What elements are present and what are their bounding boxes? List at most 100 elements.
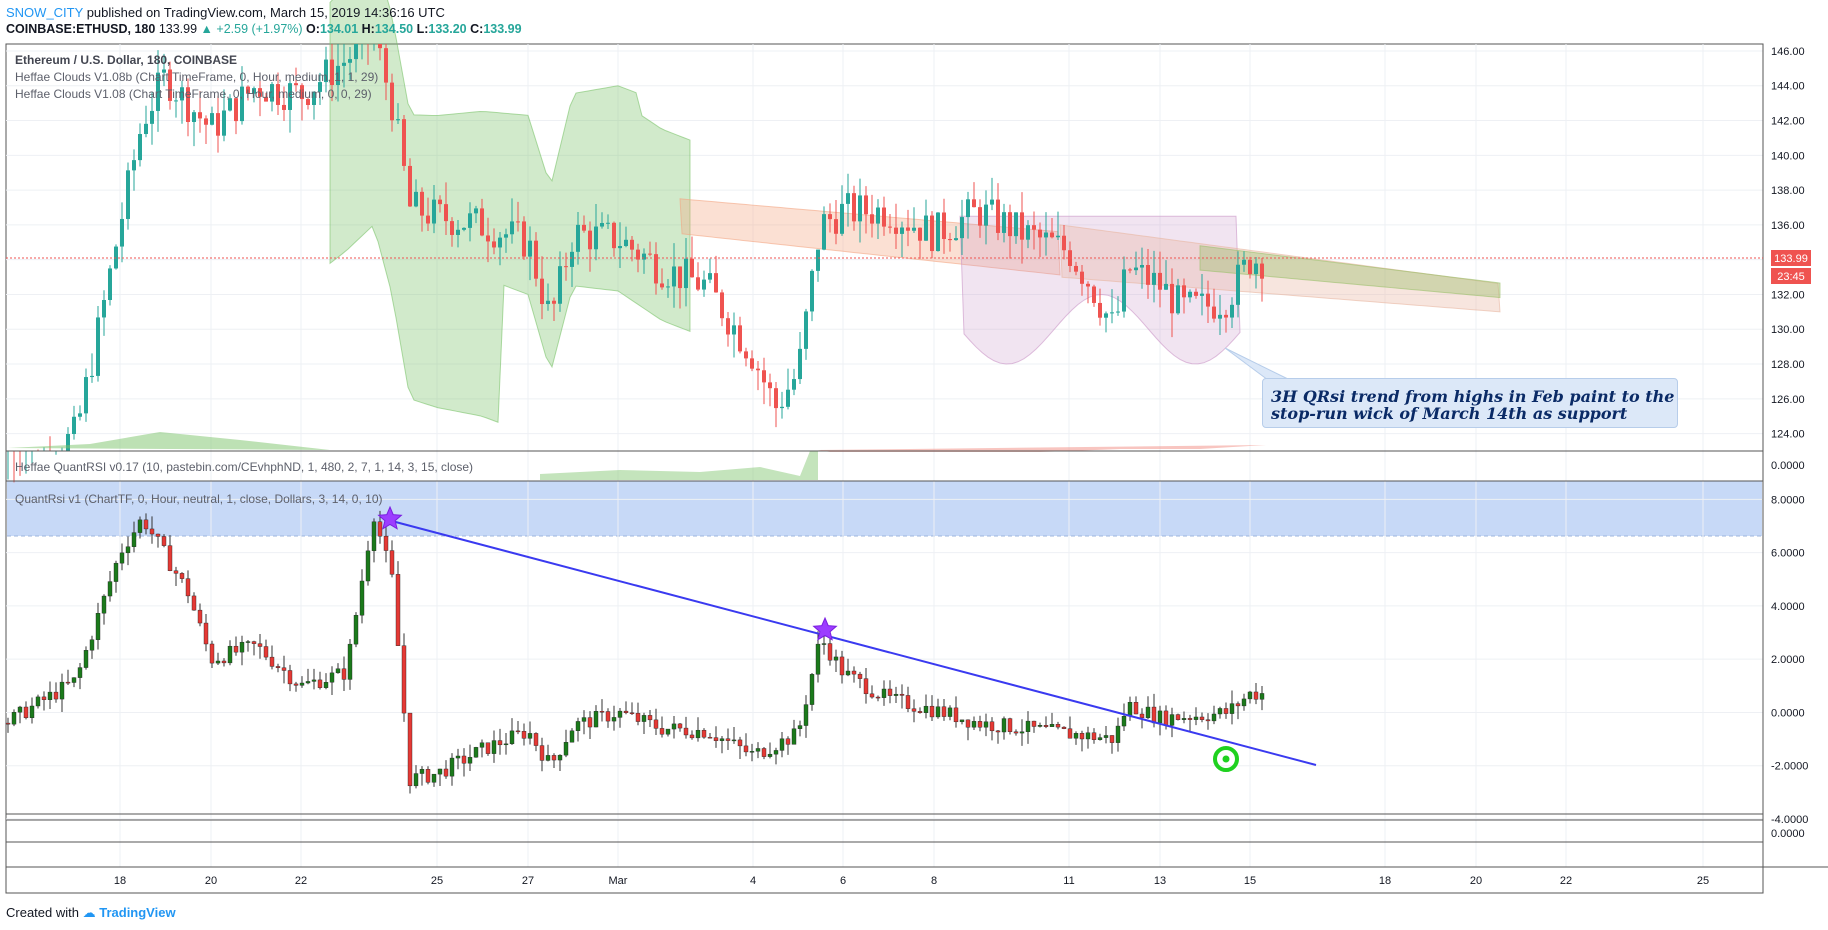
candle-body xyxy=(924,215,928,241)
rsi-candle xyxy=(143,519,149,530)
candle-body xyxy=(774,388,778,409)
candle-body xyxy=(714,273,718,293)
rsi-candle xyxy=(719,738,725,741)
candle-body xyxy=(210,113,214,125)
candle-body xyxy=(558,266,562,304)
candle-body xyxy=(1218,314,1222,319)
rsi-candle xyxy=(959,719,965,723)
study-legend-clouds[interactable]: Heffae Clouds V1.08 (Chart TimeFrame, 0,… xyxy=(15,87,372,101)
candle-body xyxy=(738,325,742,352)
rsi-candle xyxy=(779,738,785,751)
candle-body xyxy=(1158,272,1162,290)
countdown-tag-bg xyxy=(1771,268,1811,284)
x-tick-label: 25 xyxy=(1697,875,1709,887)
candle-body xyxy=(294,83,298,86)
main-series-legend[interactable]: Ethereum / U.S. Dollar, 180, COINBASE xyxy=(15,53,238,67)
candle-body xyxy=(102,300,106,318)
rsi-candle xyxy=(125,546,131,554)
low-value: 133.20 xyxy=(428,22,467,36)
candle-body xyxy=(462,227,466,230)
rsi-candle xyxy=(1181,718,1187,720)
rsi-candle xyxy=(1205,719,1211,722)
x-tick-label: 13 xyxy=(1154,875,1166,887)
author-link[interactable]: SNOW_CITY xyxy=(6,5,84,20)
rsi-candle xyxy=(1115,725,1121,743)
ohlc-header: COINBASE:ETHUSD, 180 133.99 ▲ +2.59 (+1.… xyxy=(6,22,522,36)
x-tick-label: 25 xyxy=(431,875,443,887)
rsi-candle xyxy=(359,580,365,616)
candle-body xyxy=(1104,313,1108,318)
candle-body xyxy=(180,87,184,101)
candle-body xyxy=(204,118,208,125)
rsi-candle xyxy=(629,712,635,714)
rsi-candle xyxy=(491,740,497,754)
candle-body xyxy=(840,203,844,234)
rsi-candle xyxy=(977,721,983,728)
rsi-candle xyxy=(1151,706,1157,724)
candle-body xyxy=(480,208,484,236)
candle-body xyxy=(486,235,490,242)
rsi-candle xyxy=(119,552,125,564)
candle-body xyxy=(228,98,232,111)
candle-body xyxy=(948,239,952,241)
rsi-candle xyxy=(545,755,551,761)
star-marker-mar-high[interactable] xyxy=(812,616,838,641)
rsi-candle xyxy=(107,581,113,597)
rsi-candle xyxy=(1097,737,1103,740)
rsi-candle xyxy=(173,570,179,574)
candle-body xyxy=(324,59,328,83)
candle-body xyxy=(342,62,346,66)
candle-body xyxy=(1146,264,1150,285)
candle-body xyxy=(1164,283,1168,290)
candle-body xyxy=(444,204,448,222)
rsi-candle xyxy=(707,736,713,739)
rsi-candle xyxy=(785,738,791,745)
candle-body xyxy=(570,251,574,267)
target-marker-support[interactable] xyxy=(1213,746,1239,772)
rsi-candle xyxy=(701,729,707,738)
rsi-candle xyxy=(1247,691,1253,700)
candle-body xyxy=(858,195,862,222)
candle-body xyxy=(390,82,394,121)
rsi-candle xyxy=(1163,710,1169,726)
rsi-candle xyxy=(53,691,59,700)
annotation-callout[interactable]: 3H QRsi trend from highs in Feb paint to… xyxy=(1262,378,1678,428)
study-legend-clouds-b[interactable]: Heffae Clouds V1.08b (Chart TimeFrame, 0… xyxy=(15,70,379,84)
rsi-candle xyxy=(497,740,503,746)
candle-body xyxy=(726,318,730,335)
candle-body xyxy=(666,286,670,288)
study-legend-quantrsi-017[interactable]: Heffae QuantRSI v0.17 (10, pastebin.com/… xyxy=(15,460,474,474)
open-label: O: xyxy=(306,22,320,36)
tradingview-brand-link[interactable]: TradingView xyxy=(99,905,176,920)
rsi-candle xyxy=(5,722,11,725)
star-marker-feb-high[interactable] xyxy=(377,505,403,530)
rsi-candle xyxy=(59,681,65,700)
rsi-candle xyxy=(395,574,401,646)
rsi-candle xyxy=(419,769,425,774)
candle-body xyxy=(270,84,274,102)
candle-body xyxy=(648,253,652,255)
candle-body xyxy=(288,83,292,110)
x-tick-label: 20 xyxy=(1470,875,1482,887)
countdown-tag: 23:45 xyxy=(1777,271,1805,283)
candle-body xyxy=(1002,212,1006,233)
rsi-candle xyxy=(1031,720,1037,727)
rsi-candle xyxy=(551,755,557,761)
rsi-candle xyxy=(875,696,881,699)
rsi-candle xyxy=(455,755,461,759)
rsi-candle xyxy=(575,721,581,732)
rsi-candle xyxy=(893,693,899,696)
rsi-candle xyxy=(677,723,683,729)
candle-body xyxy=(234,98,238,122)
rsi-candle xyxy=(713,737,719,741)
candle-body xyxy=(1026,225,1030,240)
x-tick-label: 18 xyxy=(114,875,126,887)
rsi-trendline[interactable] xyxy=(387,519,1317,766)
rsi-candle xyxy=(1067,728,1073,739)
study-legend-quantrsi-v1[interactable]: QuantRsi v1 (ChartTF, 0, Hour, neutral, … xyxy=(15,492,383,506)
candle-body xyxy=(864,195,868,215)
rsi-candle xyxy=(179,573,185,579)
candle-body xyxy=(1122,269,1126,312)
candle-body xyxy=(222,110,226,136)
